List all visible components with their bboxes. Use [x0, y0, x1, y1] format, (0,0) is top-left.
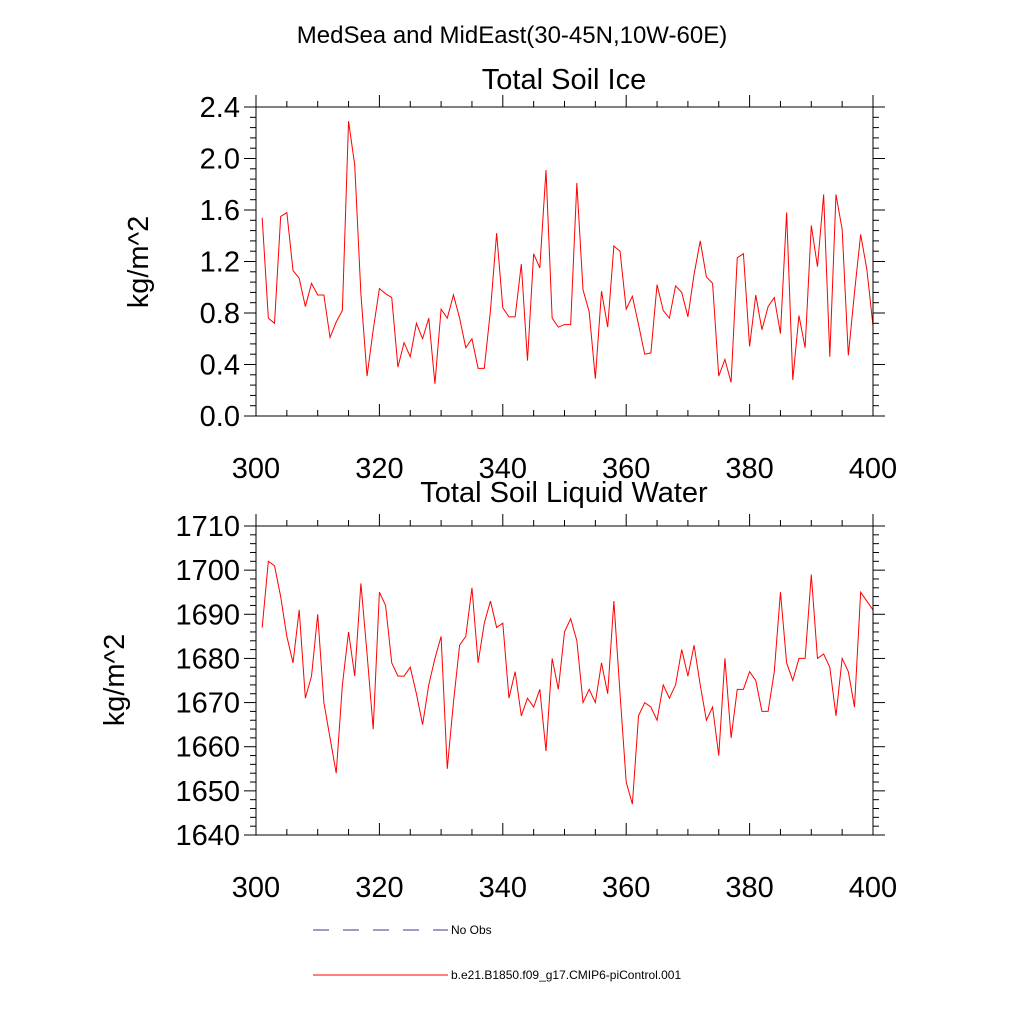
x-tick-label: 340: [479, 453, 527, 485]
y-axis-label: kg/m^2: [123, 216, 155, 309]
x-tick-label: 320: [355, 453, 403, 485]
y-tick-label: 1690: [175, 599, 240, 631]
series-line: [261, 560, 874, 805]
y-tick-label: 1700: [175, 555, 240, 587]
y-tick-label: 2.4: [200, 92, 240, 124]
legend: No Obs b.e21.B1850.f09_g17.CMIP6-piContr…: [313, 923, 681, 982]
legend-label-model: b.e21.B1850.f09_g17.CMIP6-piControl.001: [451, 968, 681, 982]
tick-labels: 300 320 340 360 380 400 1640 1650 1660 1670 1680 16…: [175, 511, 897, 904]
y-tick-label: 1650: [175, 776, 240, 808]
tick-marks: [244, 514, 885, 836]
y-tick-label: 2.0: [200, 144, 240, 176]
y-axis-label: kg/m^2: [99, 634, 131, 727]
series-line: [261, 121, 874, 384]
y-tick-label: 0.0: [200, 401, 240, 433]
x-tick-label: 400: [849, 453, 897, 485]
series-layer: [261, 121, 874, 384]
suptitle: MedSea and MidEast(30-45N,10W-60E): [297, 22, 727, 49]
x-tick-label: 320: [355, 872, 403, 904]
y-tick-label: 1710: [175, 511, 240, 543]
y-tick-label: 1660: [175, 732, 240, 764]
tick-marks: [244, 95, 885, 417]
panel-title: Total Soil Ice: [482, 64, 646, 96]
panel-total-soil-liquid-water: Total Soil Liquid Water kg/m^2 300 320 340…: [99, 477, 897, 904]
legend-label-no-obs: No Obs: [451, 923, 492, 937]
plot-frame: [255, 525, 874, 836]
y-tick-label: 1.2: [200, 247, 240, 279]
series-layer: [261, 560, 874, 805]
plot-frame: [255, 106, 874, 417]
panel-total-soil-ice: Total Soil Ice kg/m^2 300 320 340 360 380 400…: [123, 64, 897, 485]
x-tick-label: 300: [232, 872, 280, 904]
tick-labels: 300 320 340 360 380 400 0.0 0.4 0.8 1.2 1.6 2.0 2.4: [200, 92, 898, 485]
y-tick-label: 1680: [175, 643, 240, 675]
x-tick-label: 360: [602, 453, 650, 485]
x-tick-label: 340: [479, 872, 527, 904]
x-tick-label: 360: [602, 872, 650, 904]
x-tick-label: 380: [725, 453, 773, 485]
x-tick-label: 400: [849, 872, 897, 904]
panel-title: Total Soil Liquid Water: [420, 477, 708, 509]
x-tick-label: 380: [725, 872, 773, 904]
y-tick-label: 1.6: [200, 195, 240, 227]
y-tick-label: 0.8: [200, 298, 240, 330]
y-tick-label: 0.4: [200, 350, 240, 382]
x-tick-label: 300: [232, 453, 280, 485]
y-tick-label: 1670: [175, 688, 240, 720]
y-tick-label: 1640: [175, 820, 240, 852]
